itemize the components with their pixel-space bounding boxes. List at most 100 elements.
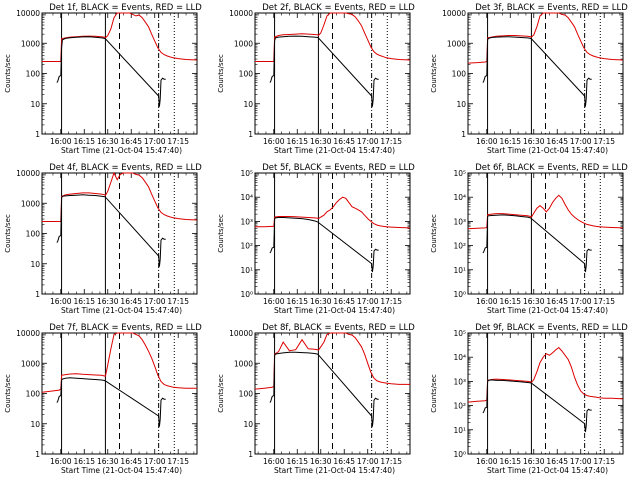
series-line-lld <box>467 194 624 230</box>
y-tick-label: 1000 <box>234 359 253 368</box>
panel-title: Det 9f, BLACK = Events, RED = LLD <box>475 323 628 333</box>
x-tick-label: 16:30 <box>97 297 119 306</box>
panel-plot: Det 8f, BLACK = Events, RED = LLD 1 10 100 1… <box>217 323 415 475</box>
x-tick-label: 17:15 <box>380 457 402 466</box>
x-tick-label: 16:15 <box>286 457 308 466</box>
x-tick-label: 16:30 <box>310 297 332 306</box>
y-tick-label: 100 <box>239 390 254 399</box>
x-axis-label: Start Time (21-Oct-04 15:47:40) <box>487 306 608 315</box>
x-tick-label: 17:00 <box>357 297 379 306</box>
x-axis-label: Start Time (21-Oct-04 15:47:40) <box>61 466 182 475</box>
y-tick-label: 10⁰ <box>453 450 466 459</box>
y-tick-label: 1 <box>35 130 40 139</box>
x-tick-label: 16:00 <box>263 457 285 466</box>
panel-plot: Det 9f, BLACK = Events, RED = LLD 10⁰ 10¹ 1… <box>430 323 628 475</box>
y-tick-label: 10⁰ <box>453 290 466 299</box>
x-tick-label: 17:15 <box>593 137 615 146</box>
y-tick-label: 10 <box>30 100 40 109</box>
x-tick-label: 16:00 <box>50 457 72 466</box>
x-axis-label: Start Time (21-Oct-04 15:47:40) <box>61 306 182 315</box>
detector-panel-3: Det 3f, BLACK = Events, RED = LLD 1 10 100 1… <box>426 0 639 160</box>
y-tick-label: 10² <box>453 402 466 411</box>
x-tick-label: 16:45 <box>120 137 142 146</box>
panel-plot: Det 2f, BLACK = Events, RED = LLD 1 10 100 1… <box>217 3 415 155</box>
y-tick-label: 100 <box>26 230 41 239</box>
panel-title: Det 3f, BLACK = Events, RED = LLD <box>475 3 628 13</box>
series-line-lld <box>254 332 410 390</box>
y-tick-label: 1 <box>35 450 40 459</box>
detector-panel-1: Det 1f, BLACK = Events, RED = LLD 1 10 100 1… <box>0 0 213 160</box>
y-tick-label: 10⁵ <box>453 169 466 178</box>
x-tick-label: 16:00 <box>476 137 498 146</box>
x-tick-label: 17:15 <box>380 297 402 306</box>
x-tick-label: 17:15 <box>593 457 615 466</box>
x-tick-label: 16:15 <box>499 137 521 146</box>
x-tick-label: 16:00 <box>50 137 72 146</box>
x-tick-label: 16:15 <box>73 297 95 306</box>
panel-title: Det 4f, BLACK = Events, RED = LLD <box>49 163 202 173</box>
panel-plot: Det 3f, BLACK = Events, RED = LLD 1 10 100 1… <box>430 3 628 155</box>
x-tick-label: 17:15 <box>167 457 189 466</box>
series-line-lld <box>467 346 624 403</box>
x-tick-label: 16:00 <box>50 297 72 306</box>
detector-panel-8: Det 8f, BLACK = Events, RED = LLD 1 10 100 1… <box>213 320 426 480</box>
y-tick-label: 10 <box>30 420 40 429</box>
panel-title: Det 6f, BLACK = Events, RED = LLD <box>475 163 628 173</box>
x-tick-label: 16:30 <box>310 457 332 466</box>
x-tick-label: 16:45 <box>333 457 355 466</box>
panel-plot: Det 1f, BLACK = Events, RED = LLD 1 10 100 1… <box>4 3 202 155</box>
series-line-events <box>482 214 592 273</box>
x-tick-label: 17:00 <box>570 457 592 466</box>
y-tick-label: 10000 <box>16 329 40 338</box>
detector-panel-9: Det 9f, BLACK = Events, RED = LLD 10⁰ 10¹ 1… <box>426 320 639 480</box>
x-tick-label: 16:15 <box>73 137 95 146</box>
panel-title: Det 1f, BLACK = Events, RED = LLD <box>49 3 202 13</box>
y-tick-label: 100 <box>26 390 41 399</box>
detector-panel-5: Det 5f, BLACK = Events, RED = LLD 10⁰ 10¹ 1… <box>213 160 426 320</box>
series-line-lld <box>255 12 411 62</box>
series-line-lld <box>41 332 197 393</box>
panel-title: Det 5f, BLACK = Events, RED = LLD <box>262 163 415 173</box>
y-axis-label: Counts/sec <box>4 374 12 413</box>
x-axis-label: Start Time (21-Oct-04 15:47:40) <box>274 466 395 475</box>
y-tick-label: 10¹ <box>453 426 466 435</box>
x-tick-label: 17:00 <box>144 297 166 306</box>
y-tick-label: 10¹ <box>240 266 253 275</box>
series-line-lld <box>42 171 198 222</box>
y-tick-label: 100 <box>239 70 254 79</box>
x-tick-label: 17:15 <box>167 297 189 306</box>
y-tick-label: 10⁵ <box>453 329 466 338</box>
series-line-events <box>269 35 379 107</box>
y-tick-label: 1 <box>35 290 40 299</box>
y-tick-label: 10² <box>240 242 253 251</box>
x-tick-label: 16:45 <box>546 457 568 466</box>
y-tick-label: 10⁰ <box>240 290 253 299</box>
series-line-lld <box>255 196 411 229</box>
y-tick-label: 1000 <box>447 39 466 48</box>
x-tick-label: 17:00 <box>357 457 379 466</box>
y-tick-label: 10⁴ <box>453 193 466 202</box>
x-axis-label: Start Time (21-Oct-04 15:47:40) <box>61 146 182 155</box>
x-tick-label: 16:45 <box>546 297 568 306</box>
series-line-lld <box>42 12 198 62</box>
y-tick-label: 10000 <box>229 329 253 338</box>
series-line-events <box>269 351 379 427</box>
series-line-events <box>56 194 166 267</box>
x-tick-label: 16:30 <box>523 457 545 466</box>
series-line-events <box>56 377 166 427</box>
y-axis-label: Counts/sec <box>217 214 225 253</box>
y-axis-label: Counts/sec <box>430 54 438 93</box>
y-tick-label: 10 <box>456 100 466 109</box>
panel-title: Det 7f, BLACK = Events, RED = LLD <box>49 323 202 333</box>
x-tick-label: 16:30 <box>97 457 119 466</box>
detector-panel-4: Det 4f, BLACK = Events, RED = LLD 1 10 100 1… <box>0 160 213 320</box>
x-tick-label: 16:30 <box>310 137 332 146</box>
y-tick-label: 1000 <box>21 39 40 48</box>
x-axis-label: Start Time (21-Oct-04 15:47:40) <box>274 306 395 315</box>
y-axis-label: Counts/sec <box>4 54 12 93</box>
y-tick-label: 10 <box>243 100 253 109</box>
y-axis-label: Counts/sec <box>217 374 225 413</box>
y-tick-label: 10¹ <box>453 266 466 275</box>
y-tick-label: 1 <box>248 450 253 459</box>
